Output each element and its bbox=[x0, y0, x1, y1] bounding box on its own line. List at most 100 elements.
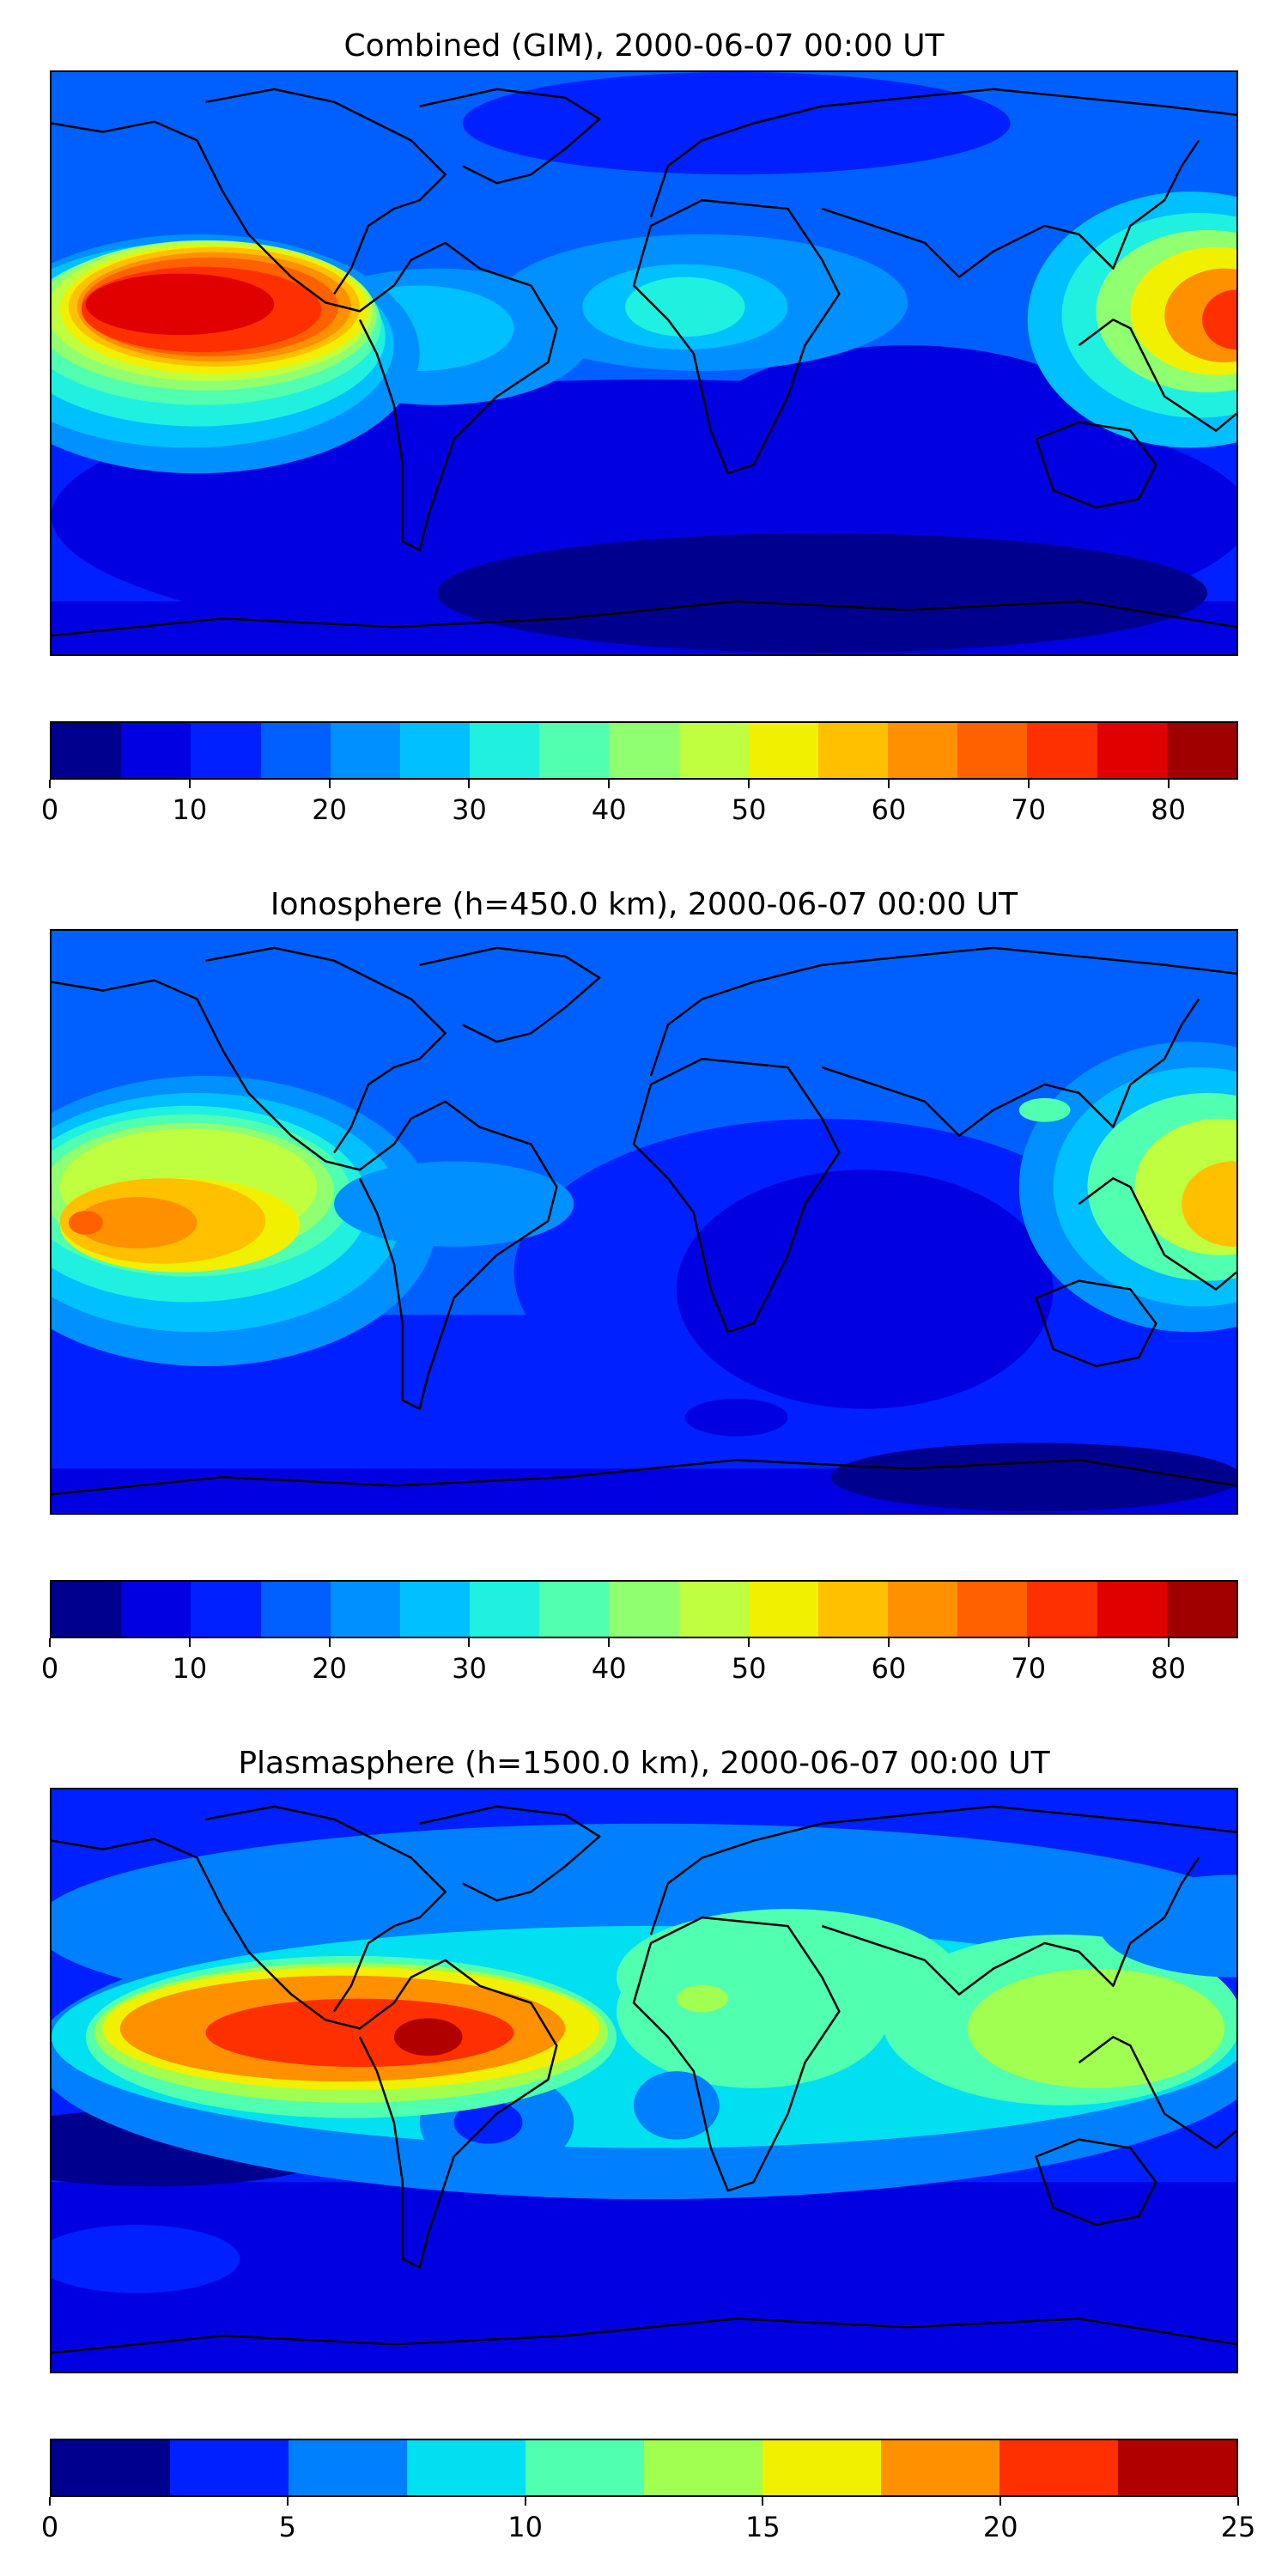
colorbar bbox=[50, 2439, 1238, 2497]
panel-combined: Combined (GIM), 2000-06-07 00:00 UT bbox=[0, 0, 1288, 859]
colorbar-segment bbox=[817, 723, 889, 778]
tick-label: 50 bbox=[731, 793, 767, 826]
world-map bbox=[50, 929, 1238, 1515]
map-title: Combined (GIM), 2000-06-07 00:00 UT bbox=[343, 28, 945, 64]
tick-label: 40 bbox=[591, 793, 627, 826]
tick-label: 10 bbox=[507, 2511, 543, 2543]
colorbar-segment bbox=[539, 1582, 610, 1637]
tick-label: 60 bbox=[871, 793, 907, 826]
colorbar-segment bbox=[121, 723, 191, 778]
colorbar-segment bbox=[644, 2440, 762, 2495]
colorbar-segment bbox=[748, 1582, 818, 1637]
colorbar-segment bbox=[1027, 723, 1097, 778]
colorbar-segment bbox=[191, 1582, 261, 1637]
tick-mark bbox=[188, 780, 191, 788]
colorbar-segment bbox=[470, 723, 540, 778]
colorbar-segment bbox=[957, 723, 1028, 778]
world-map bbox=[50, 1788, 1238, 2373]
colorbar-segment bbox=[289, 2440, 407, 2495]
colorbar-segment bbox=[121, 1582, 191, 1637]
tick-mark bbox=[748, 1638, 750, 1647]
tick-mark bbox=[887, 780, 890, 788]
colorbar-segment bbox=[1027, 1582, 1097, 1637]
tick-mark bbox=[887, 1638, 890, 1647]
colorbar-segment bbox=[399, 723, 471, 778]
tick-label: 70 bbox=[1011, 793, 1047, 826]
colorbar-segment bbox=[399, 1582, 471, 1637]
tick-mark bbox=[49, 780, 51, 788]
colorbar-segment bbox=[762, 2440, 881, 2495]
tick-label: 0 bbox=[40, 2511, 59, 2543]
colorbar bbox=[50, 1580, 1238, 1638]
tick-mark bbox=[762, 2497, 764, 2506]
tick-label: 20 bbox=[982, 2511, 1018, 2543]
map-title: Plasmasphere (h=1500.0 km), 2000-06-07 0… bbox=[238, 1746, 1050, 1781]
tick-mark bbox=[608, 1638, 611, 1647]
tick-mark bbox=[49, 1638, 51, 1647]
colorbar-segment bbox=[1097, 1582, 1167, 1637]
tick-label: 15 bbox=[745, 2511, 781, 2543]
tick-label: 40 bbox=[591, 1652, 627, 1685]
contour-map bbox=[52, 931, 1236, 1513]
tick-label: 0 bbox=[40, 1652, 59, 1685]
colorbar-segment bbox=[191, 723, 261, 778]
tick-label: 10 bbox=[172, 1652, 208, 1685]
tick-mark bbox=[286, 2497, 289, 2506]
colorbar-segment bbox=[888, 723, 958, 778]
tick-label: 80 bbox=[1151, 793, 1186, 826]
tick-mark bbox=[468, 1638, 471, 1647]
tick-mark bbox=[188, 1638, 191, 1647]
colorbar-segment bbox=[470, 1582, 540, 1637]
tick-label: 20 bbox=[312, 793, 347, 826]
colorbar-segment bbox=[888, 1582, 958, 1637]
tick-label: 50 bbox=[731, 1652, 767, 1685]
colorbar bbox=[50, 721, 1238, 780]
colorbar-ticks: 0 10 20 30 40 50 60 70 80 bbox=[41, 1638, 1238, 1690]
world-map bbox=[50, 70, 1238, 656]
colorbar-segment bbox=[330, 1582, 400, 1637]
colorbar-segment bbox=[407, 2440, 526, 2495]
tick-label: 0 bbox=[40, 793, 59, 826]
tick-label: 30 bbox=[452, 793, 487, 826]
colorbar-segment bbox=[609, 1582, 679, 1637]
tick-mark bbox=[1237, 2497, 1239, 2506]
colorbar-segment bbox=[957, 1582, 1028, 1637]
colorbar-ticks: 0 10 20 30 40 50 60 70 80 bbox=[41, 780, 1238, 831]
colorbar-segment bbox=[330, 723, 400, 778]
tick-label: 30 bbox=[452, 1652, 487, 1685]
colorbar-segment bbox=[748, 723, 818, 778]
colorbar-segment bbox=[52, 1582, 122, 1637]
tick-mark bbox=[328, 780, 331, 788]
tick-mark bbox=[1167, 780, 1170, 788]
tick-label: 20 bbox=[312, 1652, 347, 1685]
tick-mark bbox=[328, 1638, 331, 1647]
colorbar-segment bbox=[1166, 723, 1236, 778]
tick-mark bbox=[1027, 780, 1030, 788]
tick-mark bbox=[999, 2497, 1002, 2506]
colorbar-segment bbox=[1118, 2440, 1236, 2495]
colorbar-segment bbox=[817, 1582, 889, 1637]
tick-mark bbox=[748, 780, 750, 788]
colorbar-segment bbox=[260, 723, 331, 778]
tick-mark bbox=[524, 2497, 526, 2506]
colorbar-segment bbox=[52, 723, 122, 778]
tick-label: 60 bbox=[871, 1652, 907, 1685]
tick-mark bbox=[1027, 1638, 1030, 1647]
panel-plasmasphere: Plasmasphere (h=1500.0 km), 2000-06-07 0… bbox=[0, 1717, 1288, 2576]
colorbar-segment bbox=[260, 1582, 331, 1637]
tick-mark bbox=[1167, 1638, 1170, 1647]
colorbar-segment bbox=[609, 723, 679, 778]
colorbar-segment bbox=[526, 2440, 644, 2495]
panel-ionosphere: Ionosphere (h=450.0 km), 2000-06-07 00:0… bbox=[0, 859, 1288, 1717]
colorbar-segment bbox=[678, 723, 749, 778]
tick-label: 80 bbox=[1151, 1652, 1186, 1685]
colorbar-segment bbox=[170, 2440, 289, 2495]
tick-label: 5 bbox=[278, 2511, 296, 2543]
tick-label: 10 bbox=[172, 793, 208, 826]
contour-map bbox=[52, 72, 1236, 654]
colorbar-segment bbox=[52, 2440, 170, 2495]
colorbar-segment bbox=[1097, 723, 1167, 778]
colorbar-segment bbox=[999, 2440, 1118, 2495]
colorbar-ticks: 0 5 10 15 20 25 bbox=[41, 2497, 1255, 2549]
tick-mark bbox=[608, 780, 611, 788]
